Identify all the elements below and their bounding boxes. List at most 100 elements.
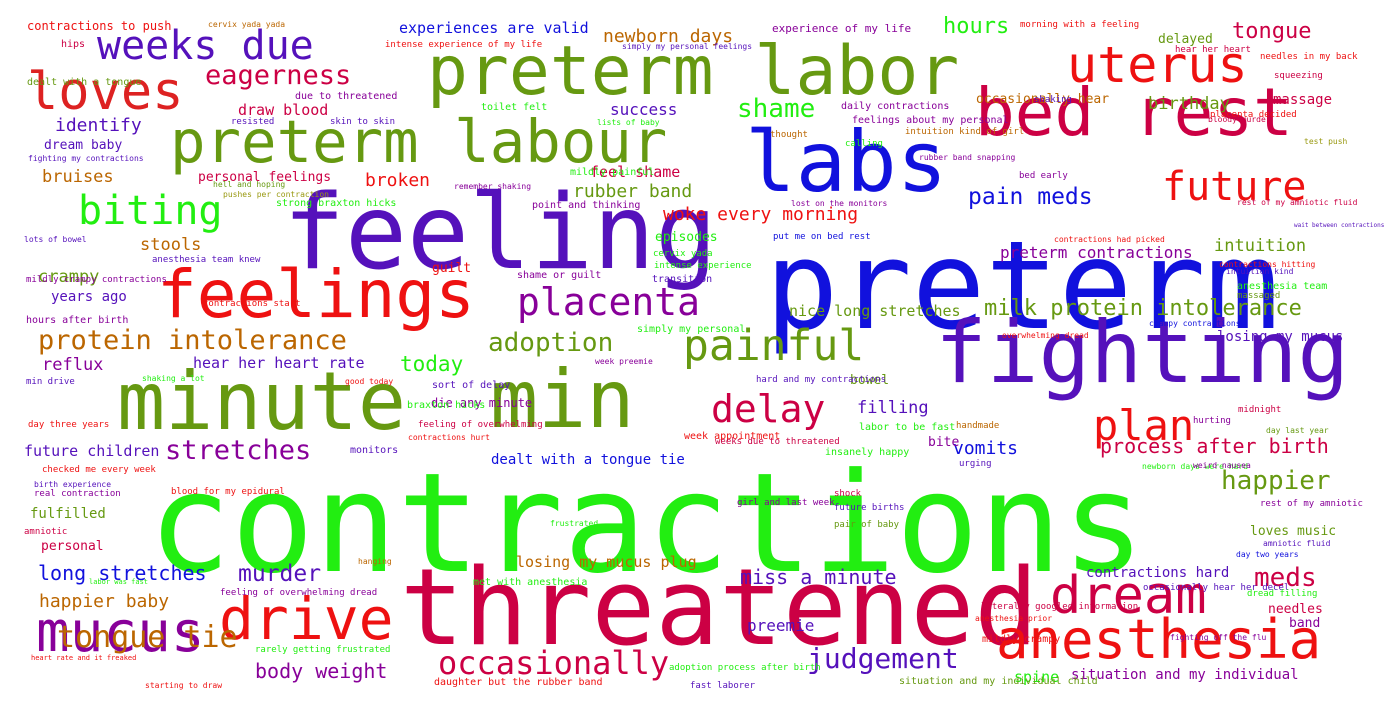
cloud-word: preemie <box>747 616 815 635</box>
cloud-word: anesthesia prior <box>975 614 1053 623</box>
cloud-word: needles in my back <box>1260 52 1358 62</box>
cloud-word: heart rate and it freaked <box>31 654 137 662</box>
cloud-word: contractions hurt <box>408 433 490 442</box>
cloud-word: rest of my amniotic <box>1260 499 1363 509</box>
cloud-word: fighting off the flu <box>1170 633 1267 642</box>
cloud-word: mildly crampy <box>982 634 1061 645</box>
cloud-word: shame or guilt <box>517 270 602 281</box>
cloud-word: labor was fast <box>89 578 149 586</box>
cloud-word: loves <box>27 62 184 122</box>
cloud-word: needles <box>1268 602 1323 617</box>
cloud-word: vomits <box>953 438 1019 459</box>
cloud-word: put me on bed rest <box>773 232 871 242</box>
cloud-word: protein intolerance <box>38 325 347 356</box>
cloud-word: contractions hitting <box>1219 260 1316 269</box>
cloud-word: adoption <box>488 328 614 358</box>
cloud-word: skin to skin <box>330 117 396 127</box>
cloud-word: hurting <box>1193 416 1231 426</box>
cloud-word: shaking <box>1034 95 1072 105</box>
cloud-word: bruises <box>42 167 114 187</box>
cloud-word: nice long stretches <box>789 302 961 320</box>
cloud-word: blood for my epidural <box>171 487 285 497</box>
cloud-word: midnight <box>1238 405 1282 415</box>
cloud-word: broken <box>365 170 431 191</box>
cloud-word: situation and my individual <box>1071 667 1299 683</box>
cloud-word: loves music <box>1250 524 1337 539</box>
cloud-word: wait between contractions <box>1294 222 1385 229</box>
cloud-word: calling <box>845 139 883 149</box>
cloud-word: placenta <box>517 280 701 324</box>
cloud-word: cervix yada yada <box>208 20 286 29</box>
cloud-word: due to threatened <box>295 91 398 102</box>
cloud-word: daily contractions <box>841 101 950 112</box>
cloud-word: checked me every week <box>42 465 156 475</box>
cloud-word: newborn days were hard <box>1142 462 1248 471</box>
cloud-word: occasionally <box>438 644 670 682</box>
cloud-word: rubber band snapping <box>919 153 1016 162</box>
cloud-word: personal <box>41 539 104 554</box>
cloud-word: dealt with a tongue tie <box>491 452 685 468</box>
cloud-word: identify <box>55 115 142 136</box>
cloud-word: rest of my amniotic fluid <box>1237 198 1358 207</box>
cloud-word: preterm <box>765 215 1280 357</box>
cloud-word: morning with a feeling <box>1020 20 1140 30</box>
cloud-word: intuition kind of girl <box>905 127 1025 137</box>
cloud-word: miss a minute <box>740 565 897 589</box>
cloud-word: delay <box>711 387 826 431</box>
cloud-word: birthday <box>1148 94 1230 114</box>
cloud-word: bed early <box>1019 171 1068 181</box>
cloud-word: stretches <box>165 435 312 466</box>
cloud-word: min <box>490 353 635 446</box>
cloud-word: losing my mucus plug <box>516 553 697 571</box>
cloud-word: hanging <box>358 557 392 566</box>
cloud-word: strong braxton hicks <box>276 198 397 209</box>
cloud-word: weeks due to threatened <box>715 437 840 447</box>
cloud-word: real contraction <box>34 489 121 499</box>
cloud-word: drive <box>219 585 394 653</box>
cloud-word: personal feelings <box>198 170 332 185</box>
cloud-word: urging <box>959 459 992 469</box>
cloud-word: fast laborer <box>690 681 756 691</box>
cloud-word: feeling <box>283 173 718 293</box>
cloud-word: amniotic <box>24 527 68 537</box>
cloud-word: anesthesia team <box>1237 281 1328 292</box>
cloud-word: hear her heart <box>1175 45 1251 55</box>
cloud-word: future <box>1162 164 1307 210</box>
cloud-word: weeks due <box>97 23 314 69</box>
cloud-word: girl and last week <box>737 498 835 508</box>
cloud-word: pain meds <box>968 184 1093 210</box>
cloud-word: thought <box>770 130 808 140</box>
cloud-word: intense experience <box>654 261 752 271</box>
cloud-word: episodes <box>655 230 718 245</box>
cloud-word: transition <box>652 274 713 285</box>
cloud-word: dream <box>1050 566 1207 626</box>
cloud-word: literally googled information <box>981 602 1139 612</box>
cloud-word: simply my personal feelings <box>622 42 753 51</box>
cloud-word: crampy contractions <box>1149 319 1241 328</box>
cloud-word: future children <box>24 442 160 460</box>
cloud-word: preterm labour <box>170 107 668 176</box>
cloud-word: massage <box>1273 92 1333 108</box>
cloud-word: amniotic fluid <box>1263 539 1331 548</box>
cloud-word: contractions to push <box>27 19 172 33</box>
cloud-word: eagerness <box>205 60 352 91</box>
cloud-word: painful <box>683 321 865 371</box>
cloud-word: fighting my contractions <box>28 154 144 163</box>
cloud-word: rarely getting frustrated <box>255 645 391 655</box>
cloud-word: spine <box>1014 668 1060 686</box>
cloud-word: frustrated <box>550 519 599 528</box>
cloud-word: placenta decided <box>1210 110 1297 120</box>
cloud-word: threatened <box>400 546 1039 669</box>
cloud-word: massaged <box>1237 291 1281 301</box>
cloud-word: minute <box>117 355 406 448</box>
cloud-word: braxton hicks <box>407 400 486 411</box>
cloud-word: hard and my contractions <box>756 375 887 385</box>
cloud-word: intuition <box>1214 236 1307 256</box>
cloud-word: years ago <box>51 289 127 305</box>
cloud-word: anesthesia <box>996 608 1322 671</box>
cloud-word: contractions <box>148 443 1145 604</box>
cloud-word: future births <box>834 503 905 513</box>
cloud-word: good today <box>345 377 394 386</box>
cloud-word: dealt with a tongue <box>27 77 142 88</box>
